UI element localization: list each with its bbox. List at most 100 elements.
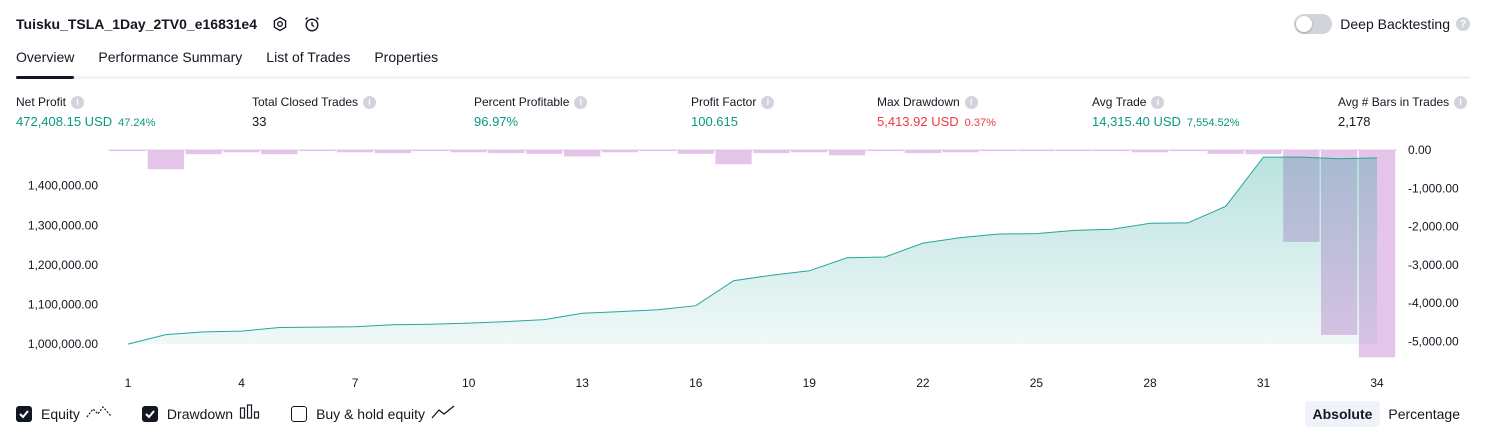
toggle-knob xyxy=(1296,16,1313,32)
right-axis-tick-label: 0.00 xyxy=(1408,143,1432,157)
right-axis-tick-label: -4,000.00 xyxy=(1408,296,1459,310)
drawdown-bar xyxy=(374,150,412,154)
info-icon[interactable]: i xyxy=(1454,95,1468,109)
drawdown-bar xyxy=(526,150,563,154)
drawdown-bar xyxy=(450,150,487,153)
drawdown-bar xyxy=(564,150,601,157)
drawdown-bar xyxy=(639,150,676,152)
metric-net-profit: Net Profit i 472,408.15 USD 47.24% xyxy=(16,94,155,129)
legend-equity[interactable]: Equity xyxy=(16,404,112,425)
chart-legend: Equity Drawdown Buy & hold equity xyxy=(16,403,485,425)
tab-overview[interactable]: Overview xyxy=(16,46,75,79)
drawdown-bar xyxy=(980,150,1017,152)
metric-value: 33 xyxy=(252,114,267,129)
buy-hold-checkbox[interactable] xyxy=(291,406,308,422)
x-axis-tick-label: 34 xyxy=(1370,376,1384,390)
metric-value: 472,408.15 USD xyxy=(16,114,113,129)
right-axis-tick-label: -5,000.00 xyxy=(1408,335,1459,349)
info-icon[interactable]: i xyxy=(71,95,85,109)
metric-label: Max Drawdown xyxy=(877,95,960,109)
equity-line-icon xyxy=(86,404,112,425)
metric-label: Avg Trade xyxy=(1092,95,1147,109)
strategy-header: Tuisku_TSLA_1Day_2TV0_e16831e4 xyxy=(16,12,321,36)
alarm-clock-icon[interactable] xyxy=(303,15,321,33)
drawdown-bar xyxy=(942,150,979,153)
left-axis-tick-label: 1,100,000.00 xyxy=(28,298,98,312)
drawdown-bar xyxy=(904,150,941,154)
value-mode-switch: Absolute Percentage xyxy=(1304,401,1469,427)
metric-label: Percent Profitable xyxy=(474,95,570,109)
legend-buy-hold-label: Buy & hold equity xyxy=(316,406,426,422)
metric-value: 2,178 xyxy=(1338,114,1371,129)
right-axis-tick-label: -1,000.00 xyxy=(1408,181,1459,195)
tab-properties[interactable]: Properties xyxy=(374,49,439,65)
x-axis-tick-label: 7 xyxy=(352,376,359,390)
trend-line-icon xyxy=(431,404,455,425)
legend-drawdown[interactable]: Drawdown xyxy=(141,403,261,425)
legend-buy-hold[interactable]: Buy & hold equity xyxy=(291,404,455,425)
drawdown-bar xyxy=(261,150,298,155)
right-axis-tick-label: -3,000.00 xyxy=(1408,258,1459,272)
metric-label: Net Profit xyxy=(16,95,67,109)
strategy-title: Tuisku_TSLA_1Day_2TV0_e16831e4 xyxy=(16,16,257,32)
info-icon[interactable]: i xyxy=(574,95,588,109)
metric-label: Avg # Bars in Trades xyxy=(1338,95,1450,109)
drawdown-bar xyxy=(185,150,222,155)
metric-label: Total Closed Trades xyxy=(252,95,359,109)
metric-value: 100.615 xyxy=(691,114,738,129)
deep-backtesting-toggle[interactable] xyxy=(1294,14,1333,34)
equity-area xyxy=(128,157,1377,345)
info-icon[interactable]: i xyxy=(363,95,377,109)
x-axis-tick-label: 13 xyxy=(576,376,590,390)
drawdown-bar xyxy=(866,150,904,152)
info-icon[interactable]: i xyxy=(964,95,978,109)
left-axis-tick-label: 1,400,000.00 xyxy=(28,179,98,193)
equity-checkbox[interactable] xyxy=(16,406,32,422)
drawdown-bar xyxy=(753,150,790,154)
drawdown-bar xyxy=(1056,150,1093,152)
drawdown-bar xyxy=(1131,150,1169,153)
x-axis-tick-label: 19 xyxy=(803,376,817,390)
x-axis-tick-label: 16 xyxy=(689,376,703,390)
tab-performance-summary[interactable]: Performance Summary xyxy=(98,49,243,65)
x-axis-tick-label: 1 xyxy=(125,376,132,390)
absolute-button[interactable]: Absolute xyxy=(1304,401,1381,427)
info-icon[interactable]: i xyxy=(1151,95,1165,109)
metric-max-drawdown: Max Drawdown i 5,413.92 USD 0.37% xyxy=(877,94,996,129)
legend-equity-label: Equity xyxy=(41,406,80,422)
metric-percent: 7,554.52% xyxy=(1186,117,1240,129)
metric-percent: 47.24% xyxy=(118,117,156,129)
x-axis-tick-label: 4 xyxy=(238,376,245,390)
drawdown-bar xyxy=(336,150,374,153)
x-axis-tick-label: 28 xyxy=(1143,376,1157,390)
metric-value: 14,315.40 USD xyxy=(1092,114,1181,129)
metric-value: 5,413.92 USD xyxy=(877,114,959,129)
equity-drawdown-chart: 1,000,000.00 1,100,000.00 1,200,000.00 1,30… xyxy=(28,143,1459,390)
metric-total-closed-trades: Total Closed Trades i 33 xyxy=(252,94,377,129)
equity-line xyxy=(127,156,1378,345)
tab-bar: Overview Performance Summary List of Tra… xyxy=(16,46,1470,79)
metric-percent: 0.37% xyxy=(964,117,996,129)
legend-drawdown-label: Drawdown xyxy=(166,406,234,422)
left-axis-tick-label: 1,000,000.00 xyxy=(28,337,98,351)
drawdown-checkbox[interactable] xyxy=(141,406,158,422)
drawdown-bar xyxy=(1245,150,1282,155)
drawdown-bar xyxy=(601,150,639,153)
x-axis-tick-label: 10 xyxy=(462,376,476,390)
drawdown-bar xyxy=(223,150,260,153)
metric-avg-bars: Avg # Bars in Trades i 2,178 xyxy=(1338,94,1468,129)
percentage-button[interactable]: Percentage xyxy=(1388,406,1460,422)
help-icon[interactable]: ? xyxy=(1456,17,1470,31)
tab-list-of-trades[interactable]: List of Trades xyxy=(266,49,351,65)
drawdown-bar xyxy=(1207,150,1244,154)
drawdown-bar xyxy=(1169,150,1206,152)
metric-value: 96.97% xyxy=(474,114,519,129)
drawdown-bar xyxy=(829,150,866,156)
metric-avg-trade: Avg Trade i 14,315.40 USD 7,554.52% xyxy=(1092,94,1240,129)
drawdown-bar xyxy=(1018,150,1055,152)
settings-gear-icon[interactable] xyxy=(271,15,289,33)
drawdown-bar xyxy=(412,150,449,152)
bar-chart-icon xyxy=(239,403,261,425)
info-icon[interactable]: i xyxy=(761,95,775,109)
left-axis-tick-label: 1,300,000.00 xyxy=(28,218,98,232)
